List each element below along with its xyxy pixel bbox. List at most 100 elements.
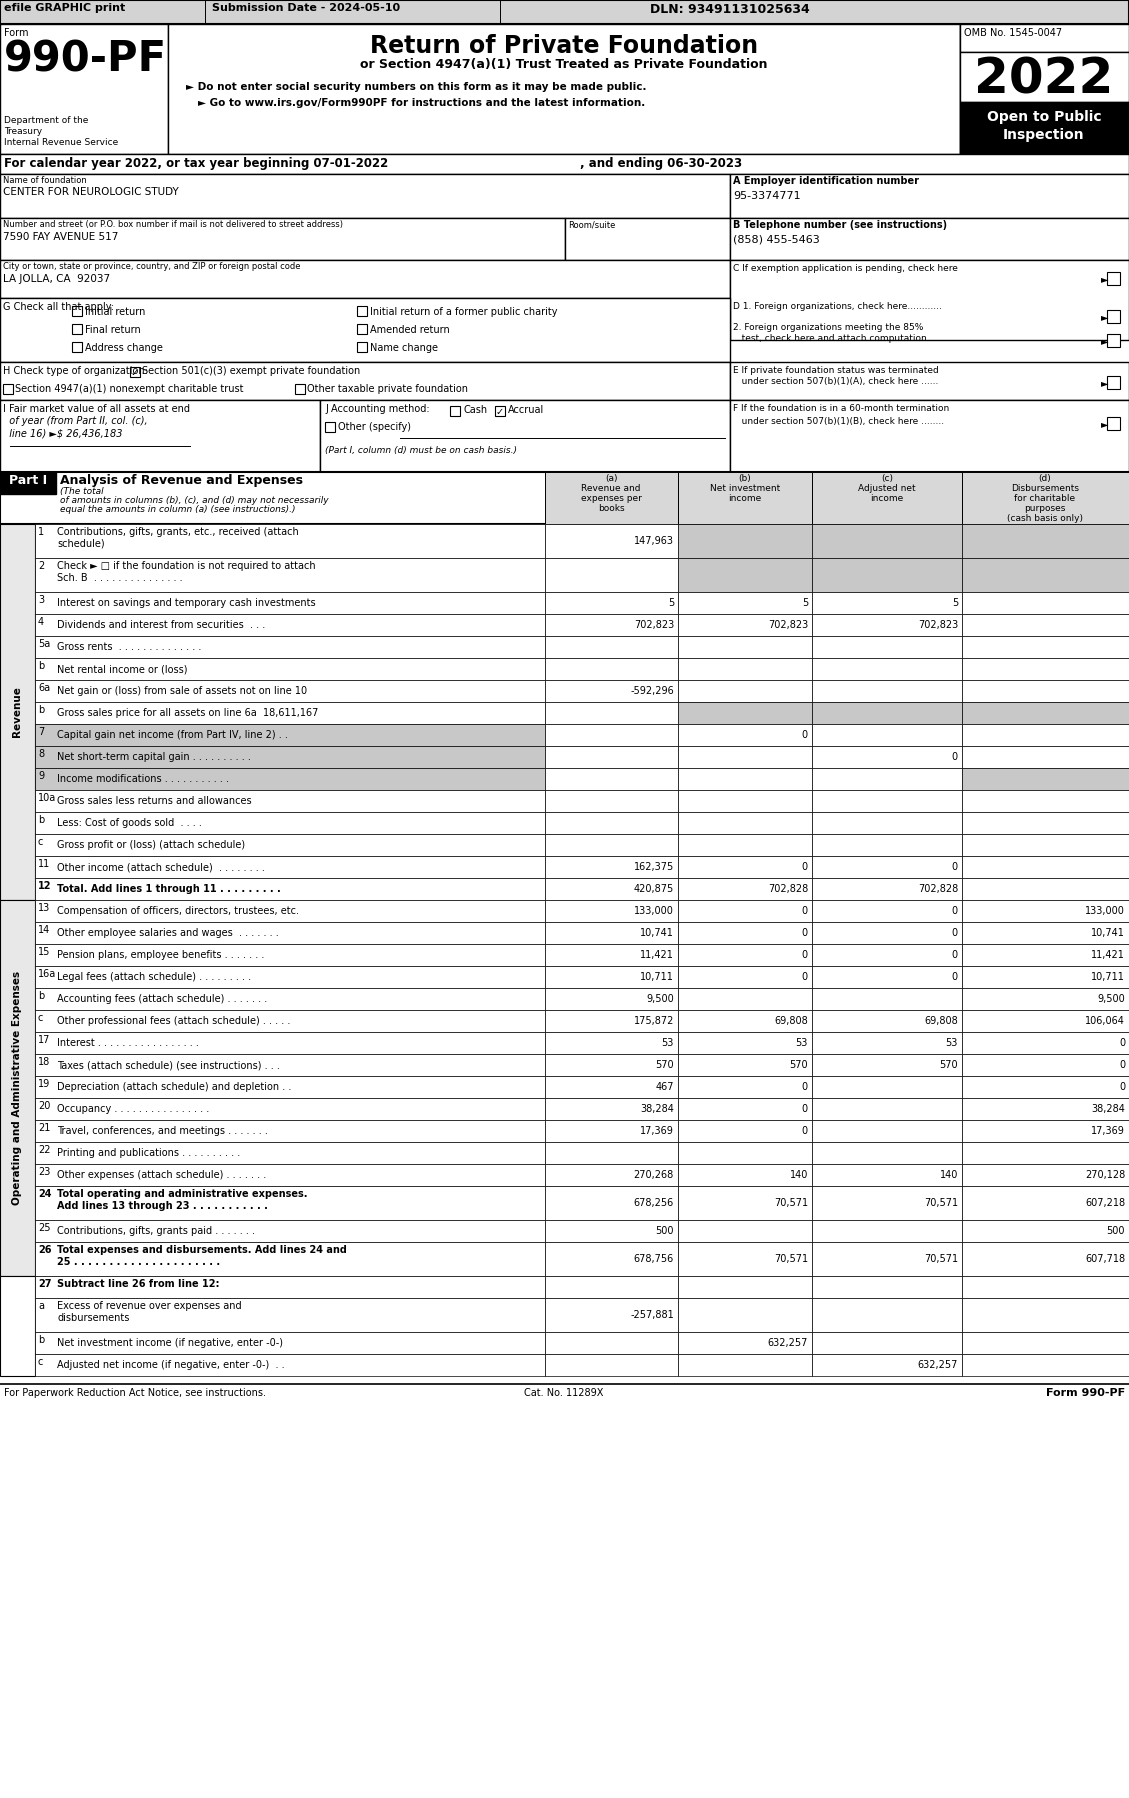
Text: 25 . . . . . . . . . . . . . . . . . . . . .: 25 . . . . . . . . . . . . . . . . . . .… [56, 1257, 220, 1268]
Bar [812, 1332, 962, 1354]
Bar [812, 901, 962, 922]
Bar [812, 966, 962, 987]
Text: income: income [728, 494, 762, 503]
Bar [812, 1354, 962, 1375]
Bar [679, 1298, 812, 1332]
Text: E If private foundation status was terminated: E If private foundation status was termi… [733, 367, 938, 376]
Text: Internal Revenue Service: Internal Revenue Service [5, 138, 119, 147]
Bar [357, 306, 367, 316]
Text: Initial return of a former public charity: Initial return of a former public charit… [370, 307, 558, 316]
Bar [35, 592, 545, 613]
Bar [35, 987, 545, 1010]
Text: -257,881: -257,881 [630, 1311, 674, 1320]
Text: 607,218: 607,218 [1085, 1197, 1124, 1208]
Bar [35, 901, 545, 922]
Bar [545, 592, 679, 613]
Bar [0, 0, 1129, 23]
Bar [679, 1075, 812, 1099]
Bar [545, 1142, 679, 1163]
Text: line 16) ►$ 26,436,183: line 16) ►$ 26,436,183 [3, 428, 123, 439]
Text: 53: 53 [946, 1037, 959, 1048]
Text: Interest on savings and temporary cash investments: Interest on savings and temporary cash i… [56, 599, 316, 608]
Bar [679, 987, 812, 1010]
Bar [72, 342, 82, 352]
Text: 10a: 10a [38, 793, 56, 804]
Text: 0: 0 [952, 861, 959, 872]
Bar [1108, 309, 1120, 324]
Text: Capital gain net income (from Part IV, line 2) . .: Capital gain net income (from Part IV, l… [56, 730, 288, 741]
Text: 420,875: 420,875 [633, 885, 674, 894]
Bar [679, 1142, 812, 1163]
Text: 106,064: 106,064 [1085, 1016, 1124, 1027]
Bar [545, 813, 679, 834]
Bar [962, 1332, 1129, 1354]
Bar [962, 1032, 1129, 1054]
Bar [0, 473, 1129, 523]
Bar [3, 385, 14, 394]
Text: 9,500: 9,500 [646, 994, 674, 1003]
Bar [812, 1187, 962, 1221]
Bar [545, 1298, 679, 1332]
Text: 140: 140 [939, 1170, 959, 1179]
Text: 0: 0 [802, 1104, 808, 1115]
Text: under section 507(b)(1)(B), check here ........: under section 507(b)(1)(B), check here .… [733, 417, 944, 426]
Text: (c): (c) [881, 475, 893, 484]
Text: 270,268: 270,268 [633, 1170, 674, 1179]
Text: 2. Foreign organizations meeting the 85%: 2. Foreign organizations meeting the 85% [733, 324, 924, 333]
Bar [679, 856, 812, 877]
Text: 0: 0 [952, 928, 959, 939]
Text: Occupancy . . . . . . . . . . . . . . . .: Occupancy . . . . . . . . . . . . . . . … [56, 1104, 209, 1115]
Text: 270,128: 270,128 [1085, 1170, 1124, 1179]
Bar [35, 1099, 545, 1120]
Text: 570: 570 [939, 1061, 959, 1070]
Text: Sch. B  . . . . . . . . . . . . . . .: Sch. B . . . . . . . . . . . . . . . [56, 574, 183, 583]
Bar [962, 1120, 1129, 1142]
Text: 24: 24 [38, 1188, 52, 1199]
Text: 11: 11 [38, 859, 51, 868]
Bar [35, 613, 545, 636]
Bar [35, 1277, 545, 1298]
Text: b: b [38, 814, 44, 825]
Text: Accrual: Accrual [508, 405, 544, 415]
Text: 5: 5 [667, 599, 674, 608]
Text: 38,284: 38,284 [1091, 1104, 1124, 1115]
Bar [962, 613, 1129, 636]
Text: Net gain or (loss) from sale of assets not on line 10: Net gain or (loss) from sale of assets n… [56, 687, 307, 696]
Bar [35, 658, 545, 680]
Bar [545, 901, 679, 922]
Text: Adjusted net: Adjusted net [858, 484, 916, 493]
Text: Net investment income (if negative, enter -0-): Net investment income (if negative, ente… [56, 1338, 283, 1348]
Text: 0: 0 [802, 1082, 808, 1091]
Text: 133,000: 133,000 [1085, 906, 1124, 915]
Text: Income modifications . . . . . . . . . . .: Income modifications . . . . . . . . . .… [56, 773, 229, 784]
Bar [679, 944, 812, 966]
Bar [564, 218, 730, 261]
Bar [679, 922, 812, 944]
Text: Final return: Final return [85, 325, 141, 334]
Text: Total expenses and disbursements. Add lines 24 and: Total expenses and disbursements. Add li… [56, 1244, 347, 1255]
Text: 11,421: 11,421 [640, 949, 674, 960]
Text: For Paperwork Reduction Act Notice, see instructions.: For Paperwork Reduction Act Notice, see … [5, 1388, 266, 1399]
Bar [679, 592, 812, 613]
Bar [962, 1142, 1129, 1163]
Bar [679, 966, 812, 987]
Bar [962, 523, 1129, 557]
Bar [35, 701, 545, 725]
Bar [962, 1354, 1129, 1375]
Bar [812, 877, 962, 901]
Text: Gross rents  . . . . . . . . . . . . . .: Gross rents . . . . . . . . . . . . . . [56, 642, 201, 653]
Bar [812, 658, 962, 680]
Text: (a): (a) [605, 475, 618, 484]
Bar [730, 174, 1129, 218]
Bar [679, 1032, 812, 1054]
Text: 0: 0 [802, 973, 808, 982]
Bar [0, 298, 730, 361]
Text: 10,711: 10,711 [1091, 973, 1124, 982]
Text: Travel, conferences, and meetings . . . . . . .: Travel, conferences, and meetings . . . … [56, 1126, 268, 1136]
Text: Revenue: Revenue [12, 687, 21, 737]
Text: H Check type of organization:: H Check type of organization: [3, 367, 148, 376]
Text: , and ending 06-30-2023: , and ending 06-30-2023 [580, 156, 742, 171]
Bar [545, 1187, 679, 1221]
Bar [0, 218, 564, 261]
Text: Net investment: Net investment [710, 484, 780, 493]
